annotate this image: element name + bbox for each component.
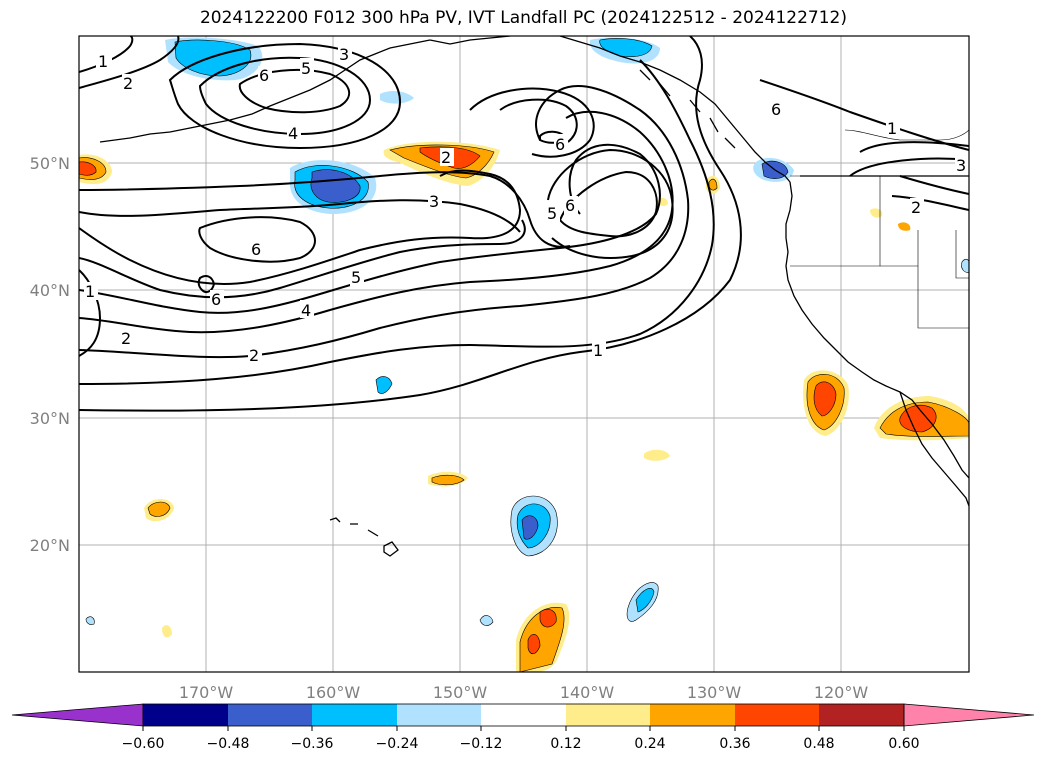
blob-positive-7-core xyxy=(147,501,171,517)
contour-label: 5 xyxy=(547,204,557,223)
blob-positive-3-deep xyxy=(813,381,837,417)
lat-axis-labels: 50°N 40°N 30°N 20°N xyxy=(30,154,70,555)
contour-label: 2 xyxy=(249,346,259,365)
lat-label: 30°N xyxy=(30,409,70,428)
lat-label: 50°N xyxy=(30,154,70,173)
colorbar-segment xyxy=(397,704,481,726)
lon-label: 140°W xyxy=(560,683,615,702)
blob-positive-5-deep2 xyxy=(539,609,557,628)
contour-label: 2 xyxy=(121,329,131,348)
blob-positive-6-core xyxy=(431,474,465,486)
colorbar-segment xyxy=(481,704,566,726)
map-background xyxy=(79,36,969,672)
colorbar-extend-low xyxy=(11,703,144,727)
blob-negative-6 xyxy=(375,376,393,394)
contour-label: 3 xyxy=(429,192,439,211)
colorbar-segment xyxy=(735,704,819,726)
colorbar-tick: 0.12 xyxy=(550,736,581,752)
colorbar-extend-high xyxy=(903,703,1035,727)
lon-label: 150°W xyxy=(433,683,488,702)
contour-label: 4 xyxy=(288,124,298,143)
contour-label: 5 xyxy=(351,268,361,287)
contour-label: 6 xyxy=(211,290,221,309)
contour-label: 6 xyxy=(771,100,781,119)
colorbar-segment xyxy=(650,704,735,726)
colorbar-tick: −0.36 xyxy=(291,736,334,752)
contour-label: 6 xyxy=(565,196,575,215)
contour-label: 1 xyxy=(85,282,95,301)
contour-label: 1 xyxy=(887,119,897,138)
contour-label: 6 xyxy=(251,240,261,259)
colorbar-tick: −0.48 xyxy=(207,736,250,752)
colorbar-segment xyxy=(566,704,650,726)
blob-negative-2-deep xyxy=(310,169,361,203)
colorbar-tick: 0.60 xyxy=(888,736,919,752)
lon-label: 160°W xyxy=(306,683,361,702)
blob-positive-8 xyxy=(644,449,670,461)
lon-label: 170°W xyxy=(179,683,234,702)
shaded-anomalies xyxy=(79,37,969,672)
contour-label: 2 xyxy=(911,198,921,217)
lat-label: 40°N xyxy=(30,281,70,300)
blob-positive-10 xyxy=(162,625,172,638)
borders xyxy=(790,129,969,329)
contour-label: 4 xyxy=(301,301,311,320)
blob-negative-3 xyxy=(380,91,414,104)
blob-positive-12 xyxy=(870,208,883,218)
contour-labels: 1 2 5 3 4 6 2 6 3 5 6 5 6 1 xyxy=(84,44,969,365)
contour-label: 2 xyxy=(441,148,451,167)
colorbar-segment xyxy=(819,704,904,726)
contour-label: 5 xyxy=(301,59,311,78)
colorbar-tick: −0.60 xyxy=(122,736,165,752)
blob-positive-13 xyxy=(898,222,911,231)
colorbar-segment xyxy=(312,704,397,726)
blob-negative-4-deep xyxy=(521,515,539,540)
map-title: 2024122200 F012 300 hPa PV, IVT Landfall… xyxy=(199,8,847,28)
colorbar-tick: 0.24 xyxy=(634,736,665,752)
map-frame xyxy=(78,35,970,673)
contour-label: 1 xyxy=(593,341,603,360)
colorbar-tick: 0.48 xyxy=(803,736,834,752)
blob-negative-11 xyxy=(961,259,969,273)
blob-negative-9-core xyxy=(599,38,653,57)
blob-negative-8 xyxy=(85,616,95,625)
lon-label: 120°W xyxy=(814,683,869,702)
contour-label: 3 xyxy=(339,45,349,64)
colorbar-segment xyxy=(143,704,228,726)
colorbar-tick: 0.36 xyxy=(719,736,750,752)
contour-label: 2 xyxy=(123,74,133,93)
contour-label: 6 xyxy=(555,135,565,154)
blob-positive-2-deep xyxy=(79,161,97,176)
colorbar-segment xyxy=(228,704,312,726)
blob-positive-5-deep xyxy=(527,634,541,655)
lon-axis-labels: 170°W 160°W 150°W 140°W 130°W 120°W xyxy=(179,683,869,702)
blob-positive-4-deep xyxy=(899,405,937,433)
contour-label: 3 xyxy=(956,156,966,175)
pv-contours xyxy=(79,36,969,412)
lon-label: 130°W xyxy=(687,683,742,702)
blob-negative-7 xyxy=(479,615,494,626)
colorbar-tick: −0.24 xyxy=(376,736,419,752)
contour-label: 6 xyxy=(259,66,269,85)
contour-label: 1 xyxy=(98,52,108,71)
colorbar: −0.60 −0.48 −0.36 −0.24 −0.12 0.12 0.24 … xyxy=(11,703,1035,752)
lat-label: 20°N xyxy=(30,536,70,555)
colorbar-tick: −0.12 xyxy=(460,736,503,752)
blob-negative-5-core xyxy=(635,588,655,613)
